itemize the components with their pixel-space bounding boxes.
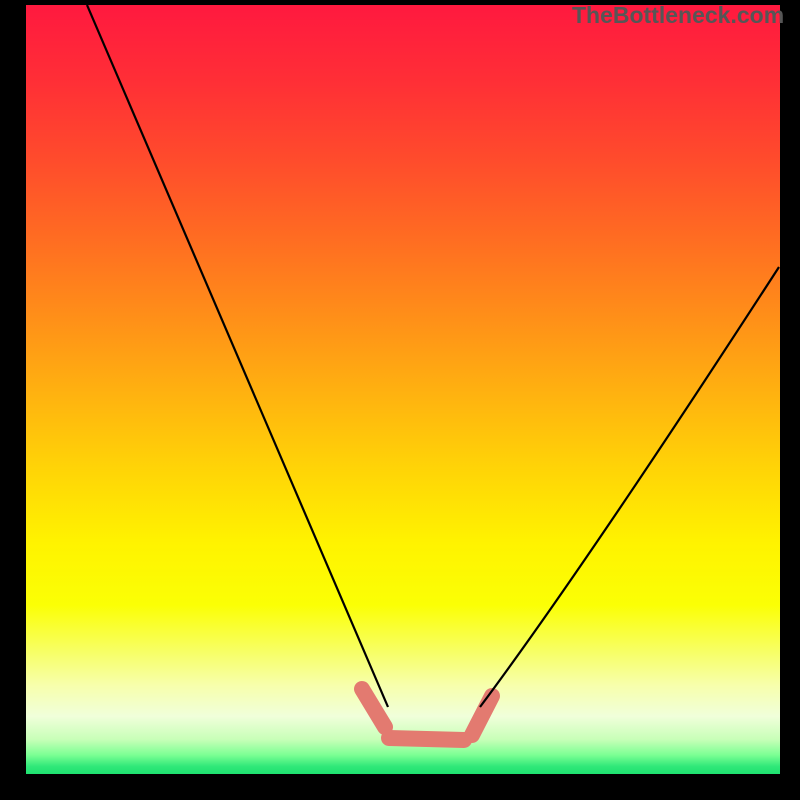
bottleneck-curve-chart: [26, 5, 780, 774]
watermark-label: TheBottleneck.com: [572, 2, 784, 29]
chart-frame: TheBottleneck.com: [0, 0, 800, 800]
gradient-background: [26, 5, 780, 774]
